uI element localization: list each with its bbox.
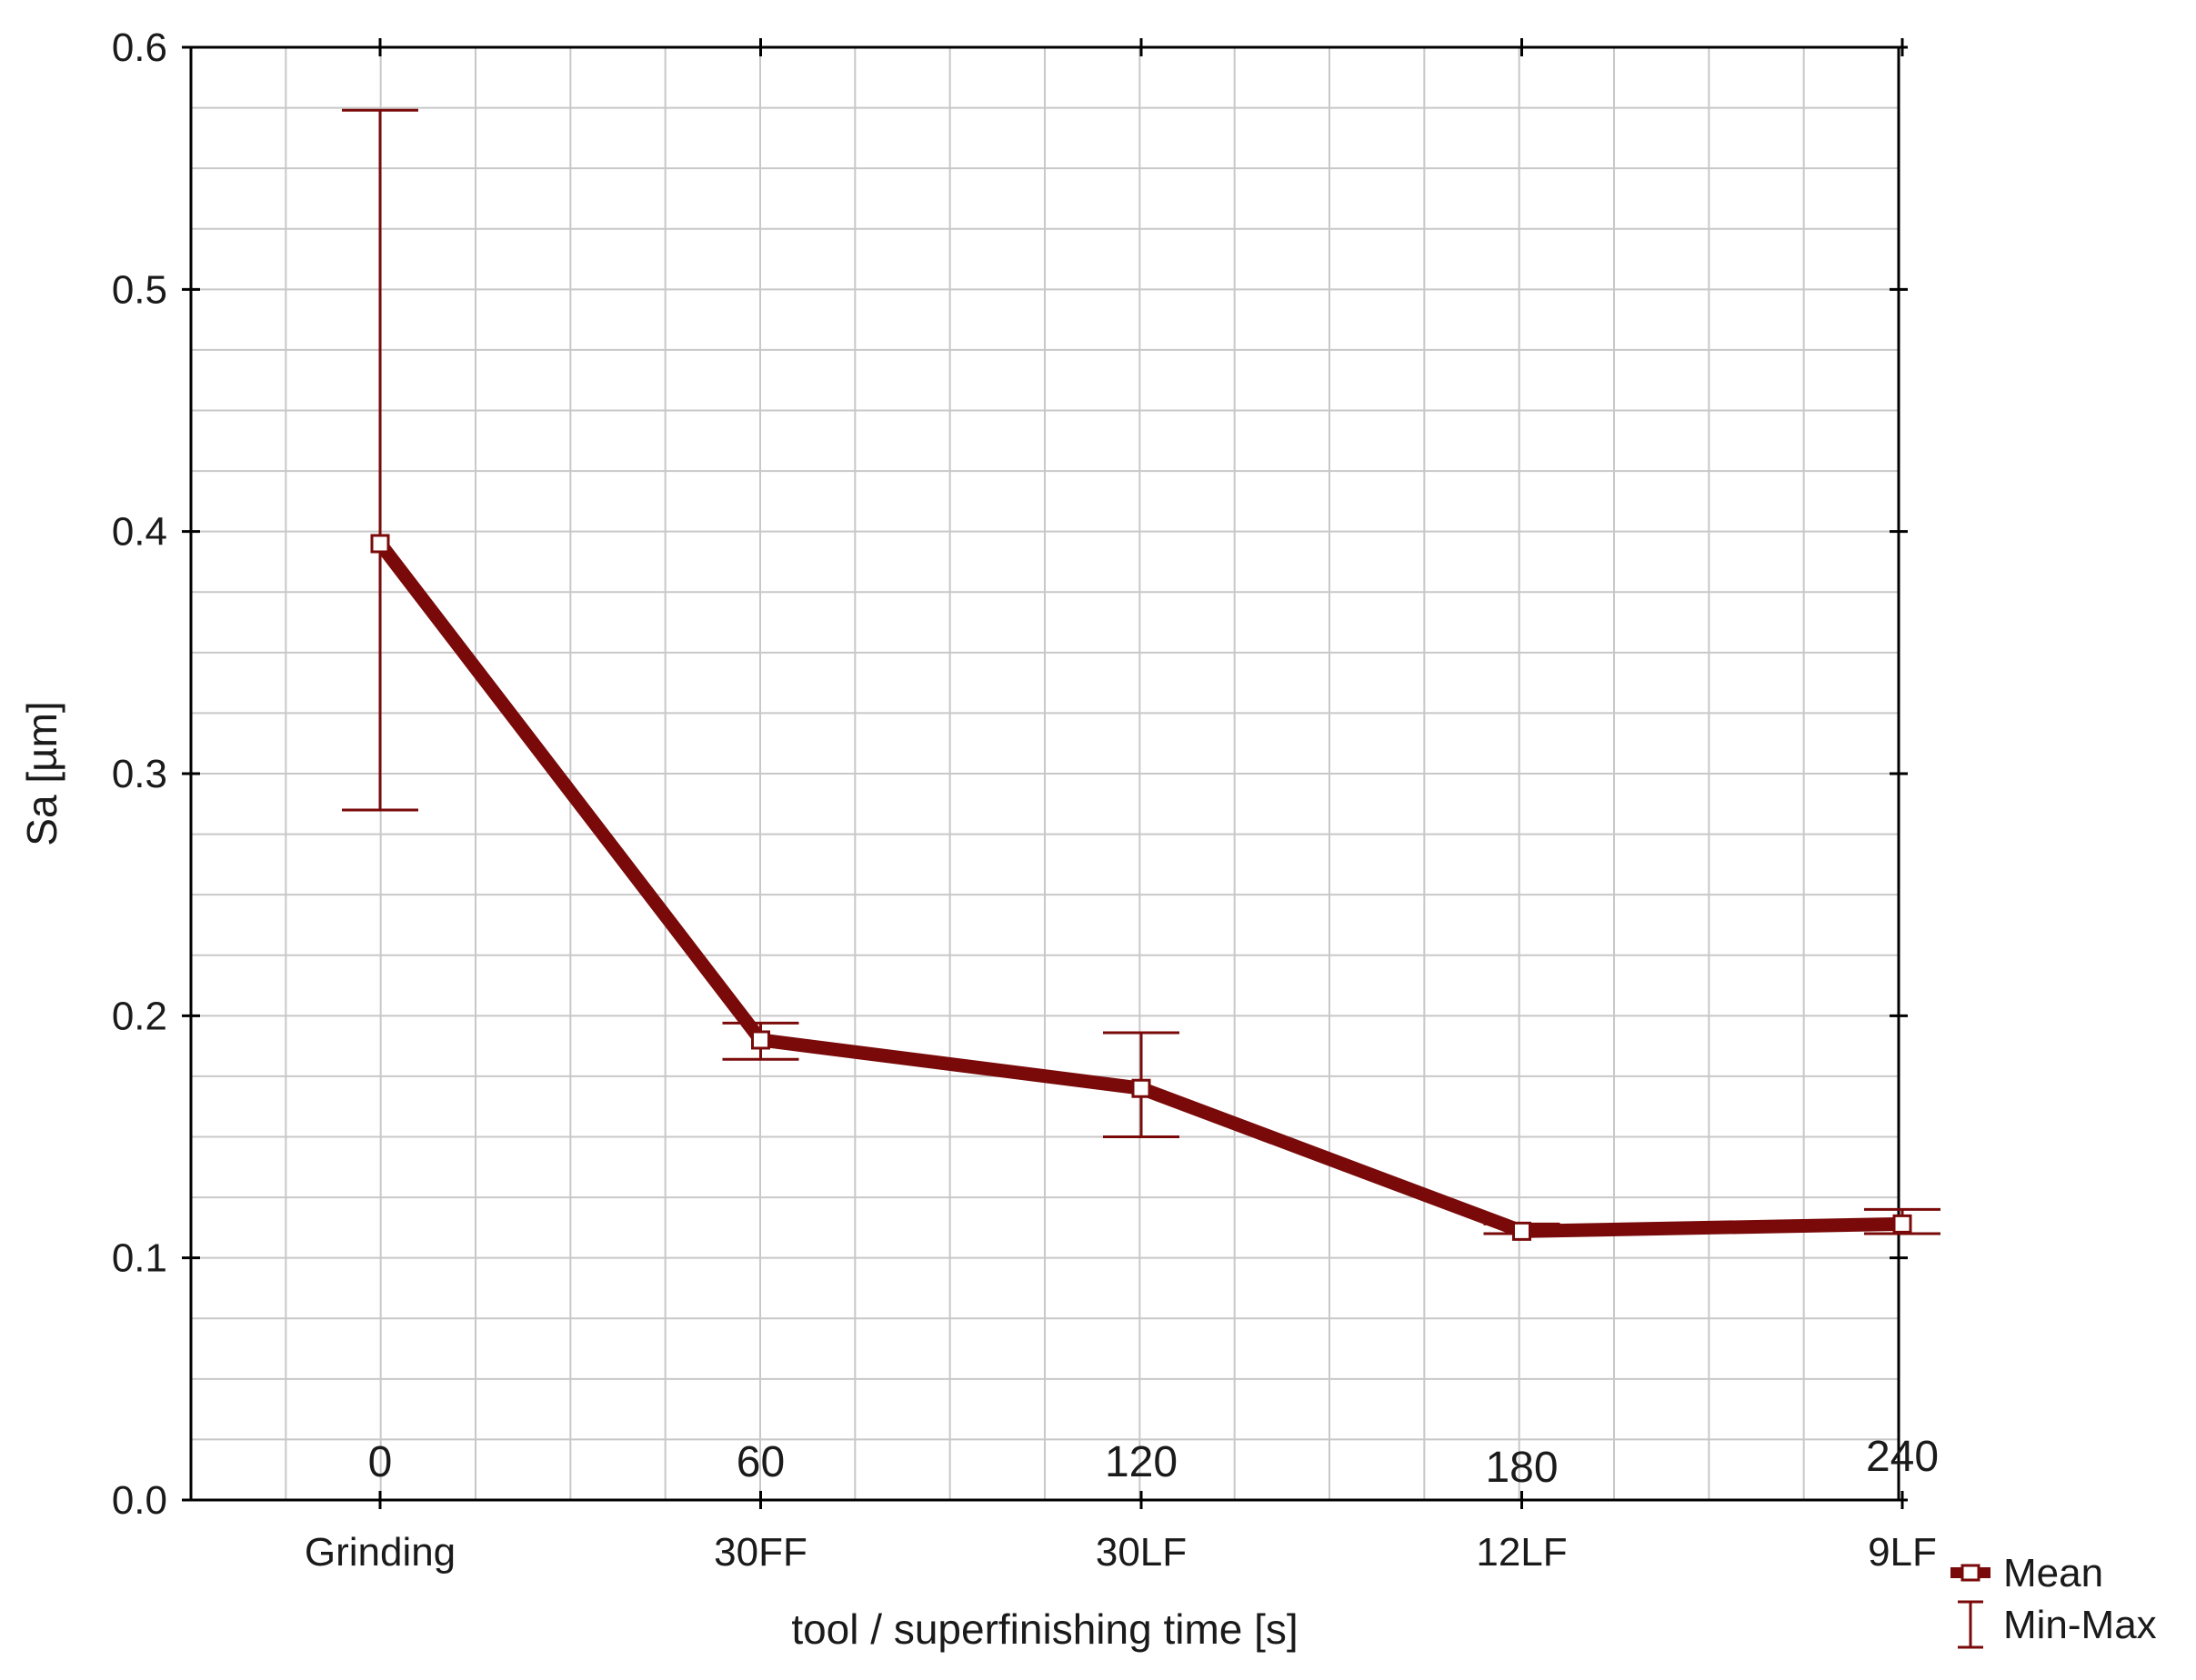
y-tick-label: 0.2: [112, 994, 167, 1038]
time-label: 120: [1105, 1438, 1178, 1486]
x-tick-label: 30LF: [1096, 1530, 1187, 1575]
x-axis-title: tool / superfinishing time [s]: [791, 1605, 1298, 1653]
series-group: [342, 108, 1940, 1241]
y-tick-label: 0.4: [112, 510, 167, 555]
mean-marker: [751, 1030, 770, 1050]
x-tick-label: 30FF: [714, 1530, 807, 1575]
mean-marker: [1512, 1221, 1531, 1241]
labels: 0.0 0.1 0.2 0.3 0.4 0.5 0.6 Grinding 30FF 30LF 12L…: [18, 25, 1939, 1653]
x-tick-label: 9LF: [1868, 1530, 1937, 1575]
x-tick-label: Grinding: [305, 1530, 456, 1575]
time-label: 240: [1866, 1433, 1939, 1481]
mean-marker: [1131, 1078, 1151, 1098]
time-label: 60: [737, 1438, 785, 1486]
legend-range-label: Min-Max: [2003, 1603, 2157, 1647]
mean-marker: [370, 534, 390, 554]
y-tick-label: 0.6: [112, 25, 167, 70]
y-tick-label: 0.5: [112, 267, 167, 312]
mean-marker: [1892, 1214, 1912, 1234]
time-label: 0: [368, 1438, 393, 1486]
y-tick-label: 0.3: [112, 752, 167, 796]
x-tick-label: 12LF: [1476, 1530, 1567, 1575]
legend-mean-marker: [1960, 1564, 1980, 1582]
grid: [191, 46, 1899, 1501]
time-label: 180: [1485, 1444, 1558, 1492]
y-tick-label: 0.0: [112, 1478, 167, 1523]
legend-mean-label: Mean: [2003, 1551, 2103, 1595]
legend: Mean Min-Max: [1950, 1551, 2157, 1649]
y-tick-label: 0.1: [112, 1236, 167, 1281]
y-axis-title: Sa [µm]: [18, 701, 65, 845]
axes: [182, 38, 1908, 1509]
